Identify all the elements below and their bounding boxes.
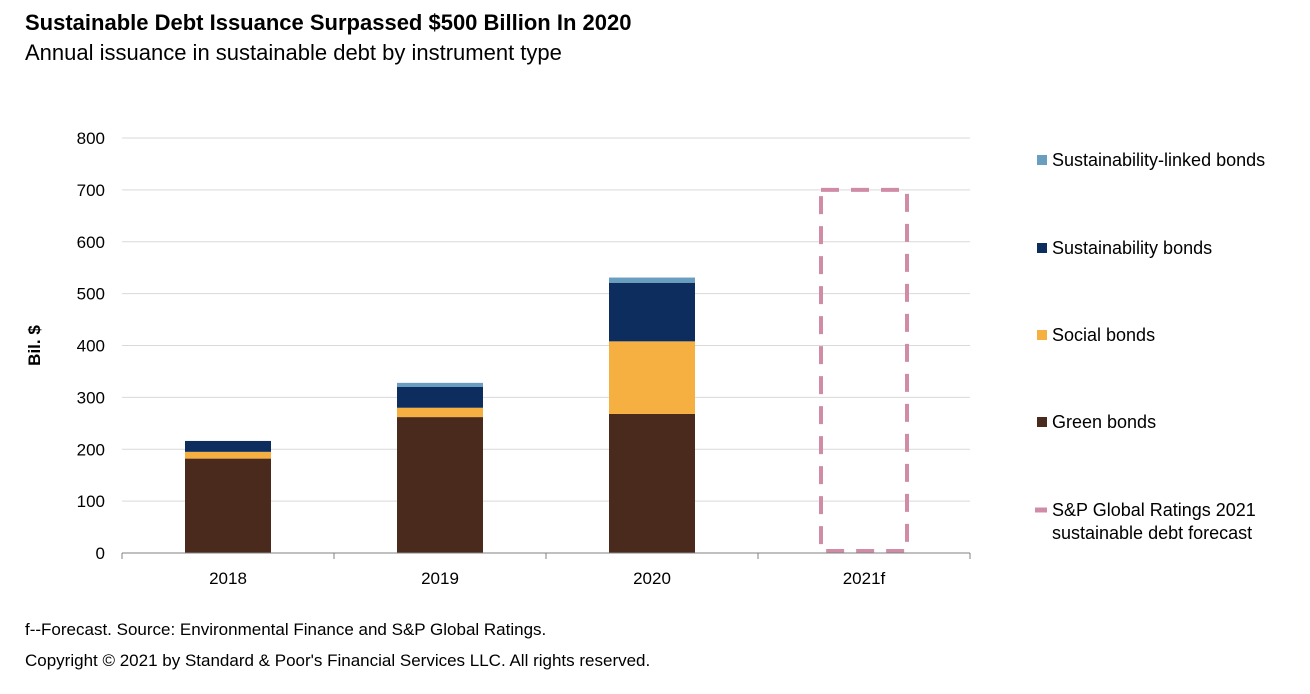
x-tick-label: 2020 [633,569,671,588]
bar-segment-green-bonds-2020 [609,413,695,553]
bar-segment-sustainability-linked-bonds-2020 [609,277,695,283]
y-tick-label: 0 [96,544,105,563]
legend-swatch-sustainability-bonds [1037,243,1047,253]
x-tick-label: 2018 [209,569,247,588]
y-tick-label: 400 [77,337,105,356]
copyright-notice: Copyright © 2021 by Standard & Poor's Fi… [25,651,651,670]
legend-swatch-green-bonds [1037,417,1047,427]
legend-swatch-sustainability-linked-bonds [1037,155,1047,165]
forecast-dashed-box [819,187,909,553]
bar-segment-sustainability-bonds-2019 [397,387,483,408]
legend-label: sustainable debt forecast [1052,523,1252,543]
y-axis-title: Bil. $ [25,325,44,366]
source-footnote: f--Forecast. Source: Environmental Finan… [25,620,547,639]
y-tick-label: 700 [77,181,105,200]
y-tick-label: 200 [77,440,105,459]
bar-segment-green-bonds-2019 [397,417,483,553]
bar-segment-green-bonds-2018 [185,458,271,553]
x-tick-label: 2019 [421,569,459,588]
legend-label: S&P Global Ratings 2021 [1052,500,1256,520]
legend-label: Sustainability bonds [1052,238,1212,258]
legend-label: Green bonds [1052,412,1156,432]
bar-segment-sustainability-bonds-2018 [185,440,271,452]
bar-segment-social-bonds-2020 [609,341,695,414]
y-tick-label: 800 [77,129,105,148]
bar-segment-social-bonds-2019 [397,407,483,418]
chart-subtitle: Annual issuance in sustainable debt by i… [25,40,562,65]
chart-title: Sustainable Debt Issuance Surpassed $500… [25,10,632,35]
legend-label: Sustainability-linked bonds [1052,150,1265,170]
bar-segment-sustainability-linked-bonds-2019 [397,382,483,387]
legend-label: Social bonds [1052,325,1155,345]
bar-segment-sustainability-bonds-2020 [609,282,695,342]
x-tick-label: 2021f [843,569,886,588]
y-tick-label: 500 [77,285,105,304]
bar-segment-social-bonds-2018 [185,451,271,459]
legend-swatch-social-bonds [1037,330,1047,340]
y-tick-label: 100 [77,492,105,511]
y-tick-label: 600 [77,233,105,252]
y-tick-label: 300 [77,388,105,407]
